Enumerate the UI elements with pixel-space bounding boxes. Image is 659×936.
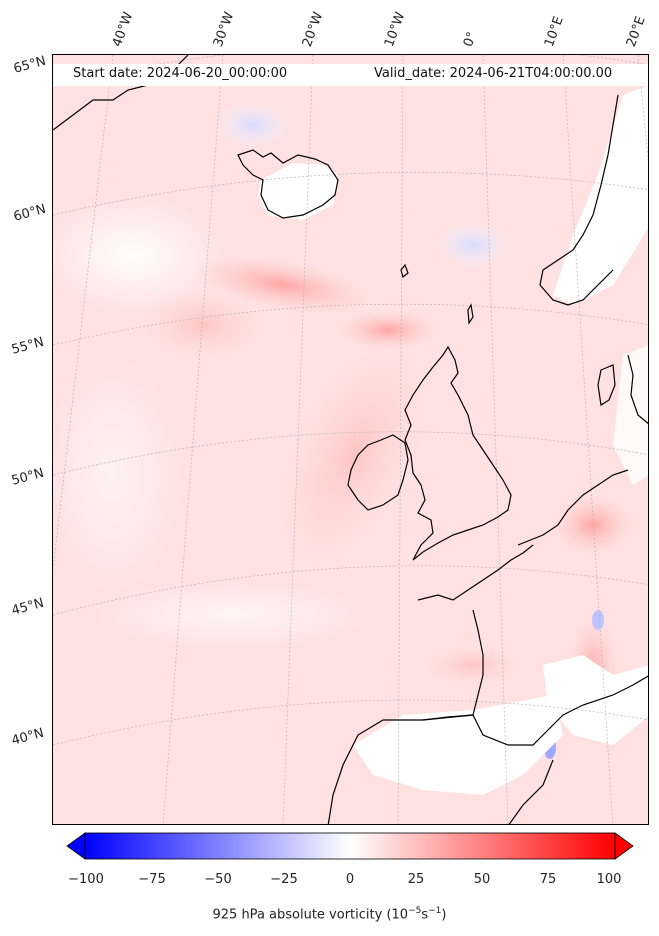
colorbar-right-arrow — [614, 832, 634, 860]
shetland — [467, 303, 474, 325]
lat-label-45n: 45°N — [10, 595, 46, 619]
vorticity-map — [53, 55, 648, 824]
colorbar-label-end: ) — [441, 907, 447, 923]
lon-label-20w: 20°W — [299, 10, 327, 49]
colorbar — [66, 832, 634, 860]
colorbar-tick: −25 — [270, 872, 298, 887]
norway-coast — [539, 94, 619, 306]
lon-label-0: 0° — [460, 29, 481, 49]
valid-date-label: Valid_date: 2024-06-21T04:00:00.00 — [374, 66, 613, 81]
graticule — [53, 55, 648, 824]
lon-label-10e: 10°E — [541, 14, 567, 50]
faroe-islands — [400, 263, 409, 279]
header-band — [53, 64, 648, 86]
great-britain-coast — [404, 345, 512, 561]
colorbar-tick: 25 — [407, 872, 425, 887]
spain-coast — [327, 675, 648, 824]
vorticity-patches — [53, 100, 633, 773]
map-panel — [52, 54, 649, 825]
lat-label-40n: 40°N — [10, 725, 46, 749]
colorbar-label: 925 hPa absolute vorticity (10−5s−1) — [0, 906, 659, 922]
lat-label-65n: 65°N — [12, 53, 48, 77]
lon-label-40w: 40°W — [109, 10, 137, 49]
europe-mainland-coast — [517, 469, 629, 546]
colorbar-tick: −50 — [204, 872, 232, 887]
colorbar-left-arrow — [66, 832, 86, 860]
start-date-label: Start date: 2024-06-20_00:00:00 — [73, 66, 288, 81]
colorbar-label-exp1: −5 — [408, 906, 422, 916]
colorbar-tick: 75 — [539, 872, 557, 887]
colorbar-label-exp2: −1 — [428, 906, 442, 916]
lat-label-50n: 50°N — [10, 465, 46, 489]
lon-label-20e: 20°E — [623, 14, 649, 50]
colorbar-tick: −75 — [138, 872, 166, 887]
colorbar-tick: −100 — [68, 872, 104, 887]
colorbar-bar — [84, 832, 616, 860]
coastlines — [53, 55, 648, 824]
colorbar-tick: 50 — [473, 872, 491, 887]
colorbar-tick: 0 — [345, 872, 355, 887]
lat-label-55n: 55°N — [10, 334, 46, 358]
denmark-coast — [597, 364, 616, 406]
sweden-coast — [627, 354, 648, 425]
colorbar-label-text: 925 hPa absolute vorticity (10 — [212, 907, 409, 923]
lon-label-30w: 30°W — [210, 10, 238, 49]
lat-label-60n: 60°N — [12, 201, 48, 225]
lon-label-10w: 10°W — [381, 10, 409, 49]
colorbar-label-unit: s — [421, 907, 429, 923]
ireland-coast — [347, 434, 409, 511]
iceland-coast — [237, 149, 339, 219]
colorbar-tick: 100 — [596, 872, 622, 887]
